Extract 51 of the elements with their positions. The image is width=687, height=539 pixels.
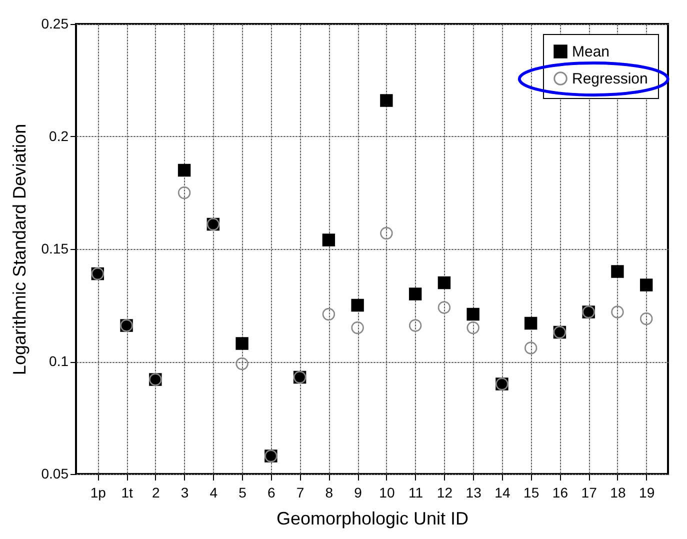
x-tick-label: 1t — [121, 484, 133, 500]
point — [611, 265, 624, 278]
point — [178, 186, 191, 200]
y-tick-label: 0.1 — [49, 353, 69, 369]
y-axis-title: Logarithmic Standard Deviation — [9, 124, 30, 376]
point — [408, 319, 422, 332]
y-tick-label: 0.25 — [41, 16, 69, 32]
point — [322, 234, 336, 246]
point — [408, 288, 422, 300]
point — [640, 312, 653, 326]
x-tick-label: 8 — [325, 484, 334, 500]
point — [438, 276, 451, 290]
point — [322, 308, 336, 321]
point — [438, 301, 451, 314]
x-tick-label: 7 — [296, 484, 304, 500]
x-tick-label: 5 — [238, 484, 247, 500]
point — [640, 278, 653, 292]
point — [466, 321, 480, 334]
x-tick-label: 6 — [268, 484, 276, 500]
x-tick-label: 10 — [379, 484, 395, 500]
x-tick-label: 16 — [552, 484, 568, 500]
x-tick-label: 3 — [180, 484, 189, 500]
point — [351, 321, 364, 334]
x-tick-label: 11 — [408, 484, 424, 500]
x-tick-label: 9 — [354, 484, 362, 500]
x-tick-label: 17 — [581, 484, 598, 500]
point — [524, 316, 538, 330]
y-tick-label: 0.05 — [41, 466, 69, 482]
point — [236, 357, 248, 370]
point — [524, 342, 538, 354]
x-tick-label: 14 — [494, 484, 510, 500]
x-tick-label: 12 — [436, 484, 453, 500]
y-tick-label: 0.2 — [49, 128, 69, 144]
x-tick-label: 2 — [152, 484, 160, 500]
y-tick-label: 0.15 — [41, 240, 69, 256]
legend-label: Mean — [572, 44, 610, 60]
x-tick-label: 15 — [524, 484, 540, 500]
point — [611, 306, 624, 318]
x-tick-label: 13 — [466, 484, 482, 500]
x-tick-label: 4 — [210, 484, 218, 500]
point — [236, 337, 248, 350]
x-axis-title: Geomorphologic Unit ID — [276, 508, 469, 528]
point — [380, 94, 393, 107]
point — [351, 298, 364, 312]
point — [380, 226, 393, 240]
x-tick-label: 18 — [610, 484, 626, 500]
x-tick-label: 1p — [90, 484, 106, 500]
point — [466, 308, 480, 321]
x-tick-label: 19 — [639, 484, 655, 500]
legend-label: Regression — [572, 70, 648, 88]
point — [178, 164, 191, 177]
